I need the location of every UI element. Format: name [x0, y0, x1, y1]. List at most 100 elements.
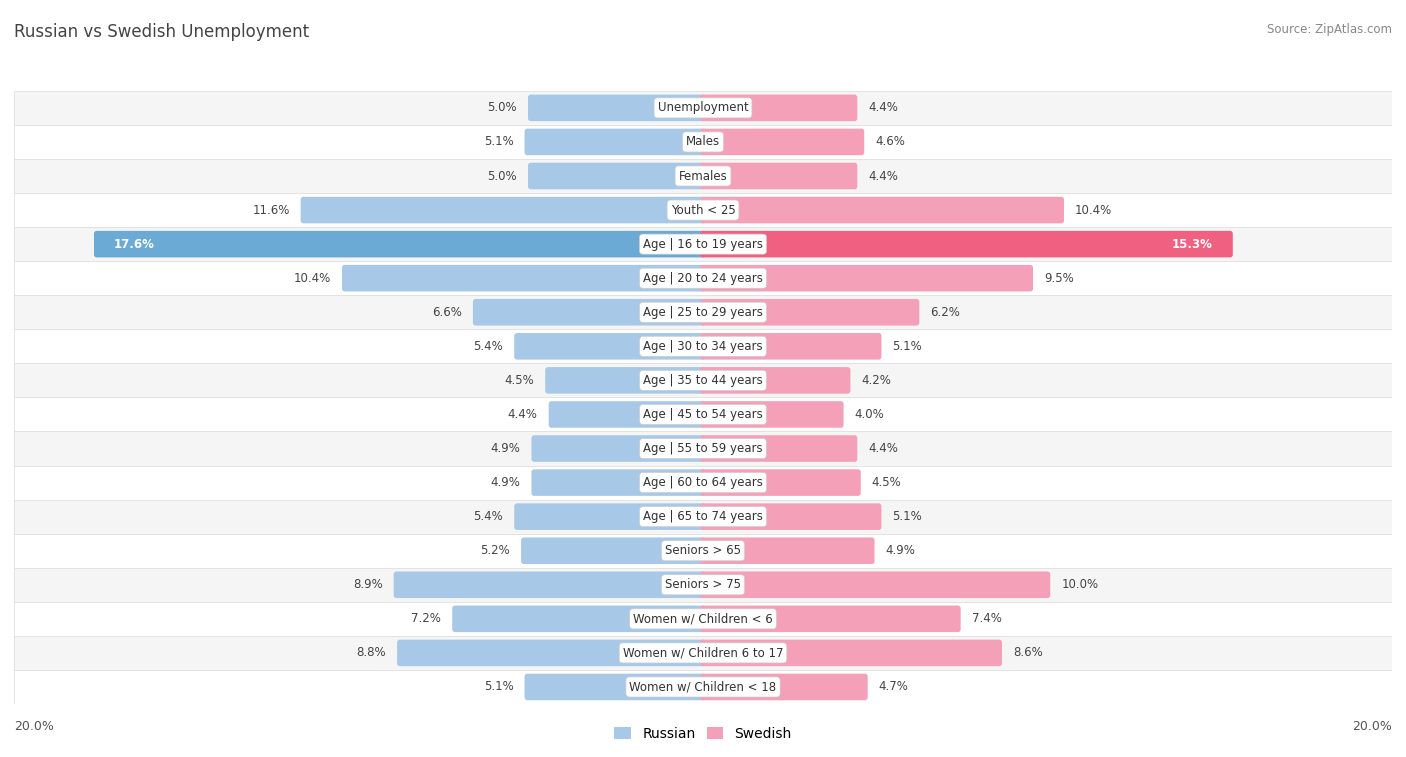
Text: 10.4%: 10.4%: [1076, 204, 1112, 217]
Text: 11.6%: 11.6%: [252, 204, 290, 217]
FancyBboxPatch shape: [14, 125, 1392, 159]
Text: 7.2%: 7.2%: [412, 612, 441, 625]
Text: 6.6%: 6.6%: [432, 306, 461, 319]
Text: 4.9%: 4.9%: [491, 442, 520, 455]
Text: 4.4%: 4.4%: [869, 101, 898, 114]
Text: 20.0%: 20.0%: [14, 720, 53, 734]
Text: 4.4%: 4.4%: [869, 442, 898, 455]
Text: 7.4%: 7.4%: [972, 612, 1001, 625]
FancyBboxPatch shape: [529, 95, 706, 121]
Text: 6.2%: 6.2%: [931, 306, 960, 319]
FancyBboxPatch shape: [14, 363, 1392, 397]
Text: Women w/ Children < 18: Women w/ Children < 18: [630, 681, 776, 693]
FancyBboxPatch shape: [529, 163, 706, 189]
FancyBboxPatch shape: [14, 568, 1392, 602]
Text: 17.6%: 17.6%: [114, 238, 155, 251]
Text: Age | 30 to 34 years: Age | 30 to 34 years: [643, 340, 763, 353]
FancyBboxPatch shape: [14, 534, 1392, 568]
FancyBboxPatch shape: [14, 159, 1392, 193]
FancyBboxPatch shape: [453, 606, 706, 632]
Text: Source: ZipAtlas.com: Source: ZipAtlas.com: [1267, 23, 1392, 36]
Text: Age | 45 to 54 years: Age | 45 to 54 years: [643, 408, 763, 421]
FancyBboxPatch shape: [700, 401, 844, 428]
FancyBboxPatch shape: [700, 572, 1050, 598]
Text: 5.2%: 5.2%: [481, 544, 510, 557]
Text: Age | 55 to 59 years: Age | 55 to 59 years: [643, 442, 763, 455]
FancyBboxPatch shape: [700, 231, 1233, 257]
FancyBboxPatch shape: [14, 466, 1392, 500]
Text: Women w/ Children < 6: Women w/ Children < 6: [633, 612, 773, 625]
FancyBboxPatch shape: [700, 606, 960, 632]
FancyBboxPatch shape: [700, 674, 868, 700]
FancyBboxPatch shape: [14, 227, 1392, 261]
Text: 4.2%: 4.2%: [862, 374, 891, 387]
Text: Age | 35 to 44 years: Age | 35 to 44 years: [643, 374, 763, 387]
Text: 5.1%: 5.1%: [484, 136, 513, 148]
Text: 20.0%: 20.0%: [1353, 720, 1392, 734]
FancyBboxPatch shape: [301, 197, 706, 223]
FancyBboxPatch shape: [700, 95, 858, 121]
Text: Seniors > 65: Seniors > 65: [665, 544, 741, 557]
Text: Youth < 25: Youth < 25: [671, 204, 735, 217]
Text: Unemployment: Unemployment: [658, 101, 748, 114]
FancyBboxPatch shape: [700, 640, 1002, 666]
FancyBboxPatch shape: [700, 503, 882, 530]
Text: 8.9%: 8.9%: [353, 578, 382, 591]
Text: Russian vs Swedish Unemployment: Russian vs Swedish Unemployment: [14, 23, 309, 41]
Text: 9.5%: 9.5%: [1045, 272, 1074, 285]
FancyBboxPatch shape: [700, 537, 875, 564]
Text: 4.9%: 4.9%: [491, 476, 520, 489]
FancyBboxPatch shape: [522, 537, 706, 564]
Text: 4.0%: 4.0%: [855, 408, 884, 421]
FancyBboxPatch shape: [14, 193, 1392, 227]
Text: Age | 25 to 29 years: Age | 25 to 29 years: [643, 306, 763, 319]
Text: 4.4%: 4.4%: [869, 170, 898, 182]
FancyBboxPatch shape: [14, 329, 1392, 363]
FancyBboxPatch shape: [14, 261, 1392, 295]
FancyBboxPatch shape: [14, 500, 1392, 534]
FancyBboxPatch shape: [14, 397, 1392, 431]
FancyBboxPatch shape: [700, 197, 1064, 223]
FancyBboxPatch shape: [700, 163, 858, 189]
FancyBboxPatch shape: [14, 295, 1392, 329]
FancyBboxPatch shape: [700, 265, 1033, 291]
Text: 5.0%: 5.0%: [488, 170, 517, 182]
Text: 8.8%: 8.8%: [357, 646, 387, 659]
Text: Seniors > 75: Seniors > 75: [665, 578, 741, 591]
Text: Women w/ Children 6 to 17: Women w/ Children 6 to 17: [623, 646, 783, 659]
FancyBboxPatch shape: [700, 367, 851, 394]
Text: Age | 65 to 74 years: Age | 65 to 74 years: [643, 510, 763, 523]
FancyBboxPatch shape: [531, 469, 706, 496]
FancyBboxPatch shape: [515, 503, 706, 530]
FancyBboxPatch shape: [396, 640, 706, 666]
FancyBboxPatch shape: [394, 572, 706, 598]
FancyBboxPatch shape: [14, 431, 1392, 466]
Text: Age | 60 to 64 years: Age | 60 to 64 years: [643, 476, 763, 489]
FancyBboxPatch shape: [700, 333, 882, 360]
Text: Females: Females: [679, 170, 727, 182]
FancyBboxPatch shape: [524, 674, 706, 700]
Text: 10.4%: 10.4%: [294, 272, 330, 285]
Text: 5.1%: 5.1%: [893, 510, 922, 523]
Text: 4.7%: 4.7%: [879, 681, 908, 693]
Text: Males: Males: [686, 136, 720, 148]
Text: Age | 16 to 19 years: Age | 16 to 19 years: [643, 238, 763, 251]
Text: 5.1%: 5.1%: [893, 340, 922, 353]
Text: 5.4%: 5.4%: [474, 510, 503, 523]
Text: 5.1%: 5.1%: [484, 681, 513, 693]
Text: 8.6%: 8.6%: [1012, 646, 1043, 659]
Text: Age | 20 to 24 years: Age | 20 to 24 years: [643, 272, 763, 285]
FancyBboxPatch shape: [700, 299, 920, 326]
Text: 10.0%: 10.0%: [1062, 578, 1098, 591]
Text: 5.0%: 5.0%: [488, 101, 517, 114]
FancyBboxPatch shape: [515, 333, 706, 360]
Text: 5.4%: 5.4%: [474, 340, 503, 353]
FancyBboxPatch shape: [14, 670, 1392, 704]
Text: 4.5%: 4.5%: [872, 476, 901, 489]
FancyBboxPatch shape: [524, 129, 706, 155]
FancyBboxPatch shape: [14, 602, 1392, 636]
FancyBboxPatch shape: [472, 299, 706, 326]
Text: 4.6%: 4.6%: [875, 136, 905, 148]
FancyBboxPatch shape: [700, 435, 858, 462]
Text: 15.3%: 15.3%: [1173, 238, 1213, 251]
